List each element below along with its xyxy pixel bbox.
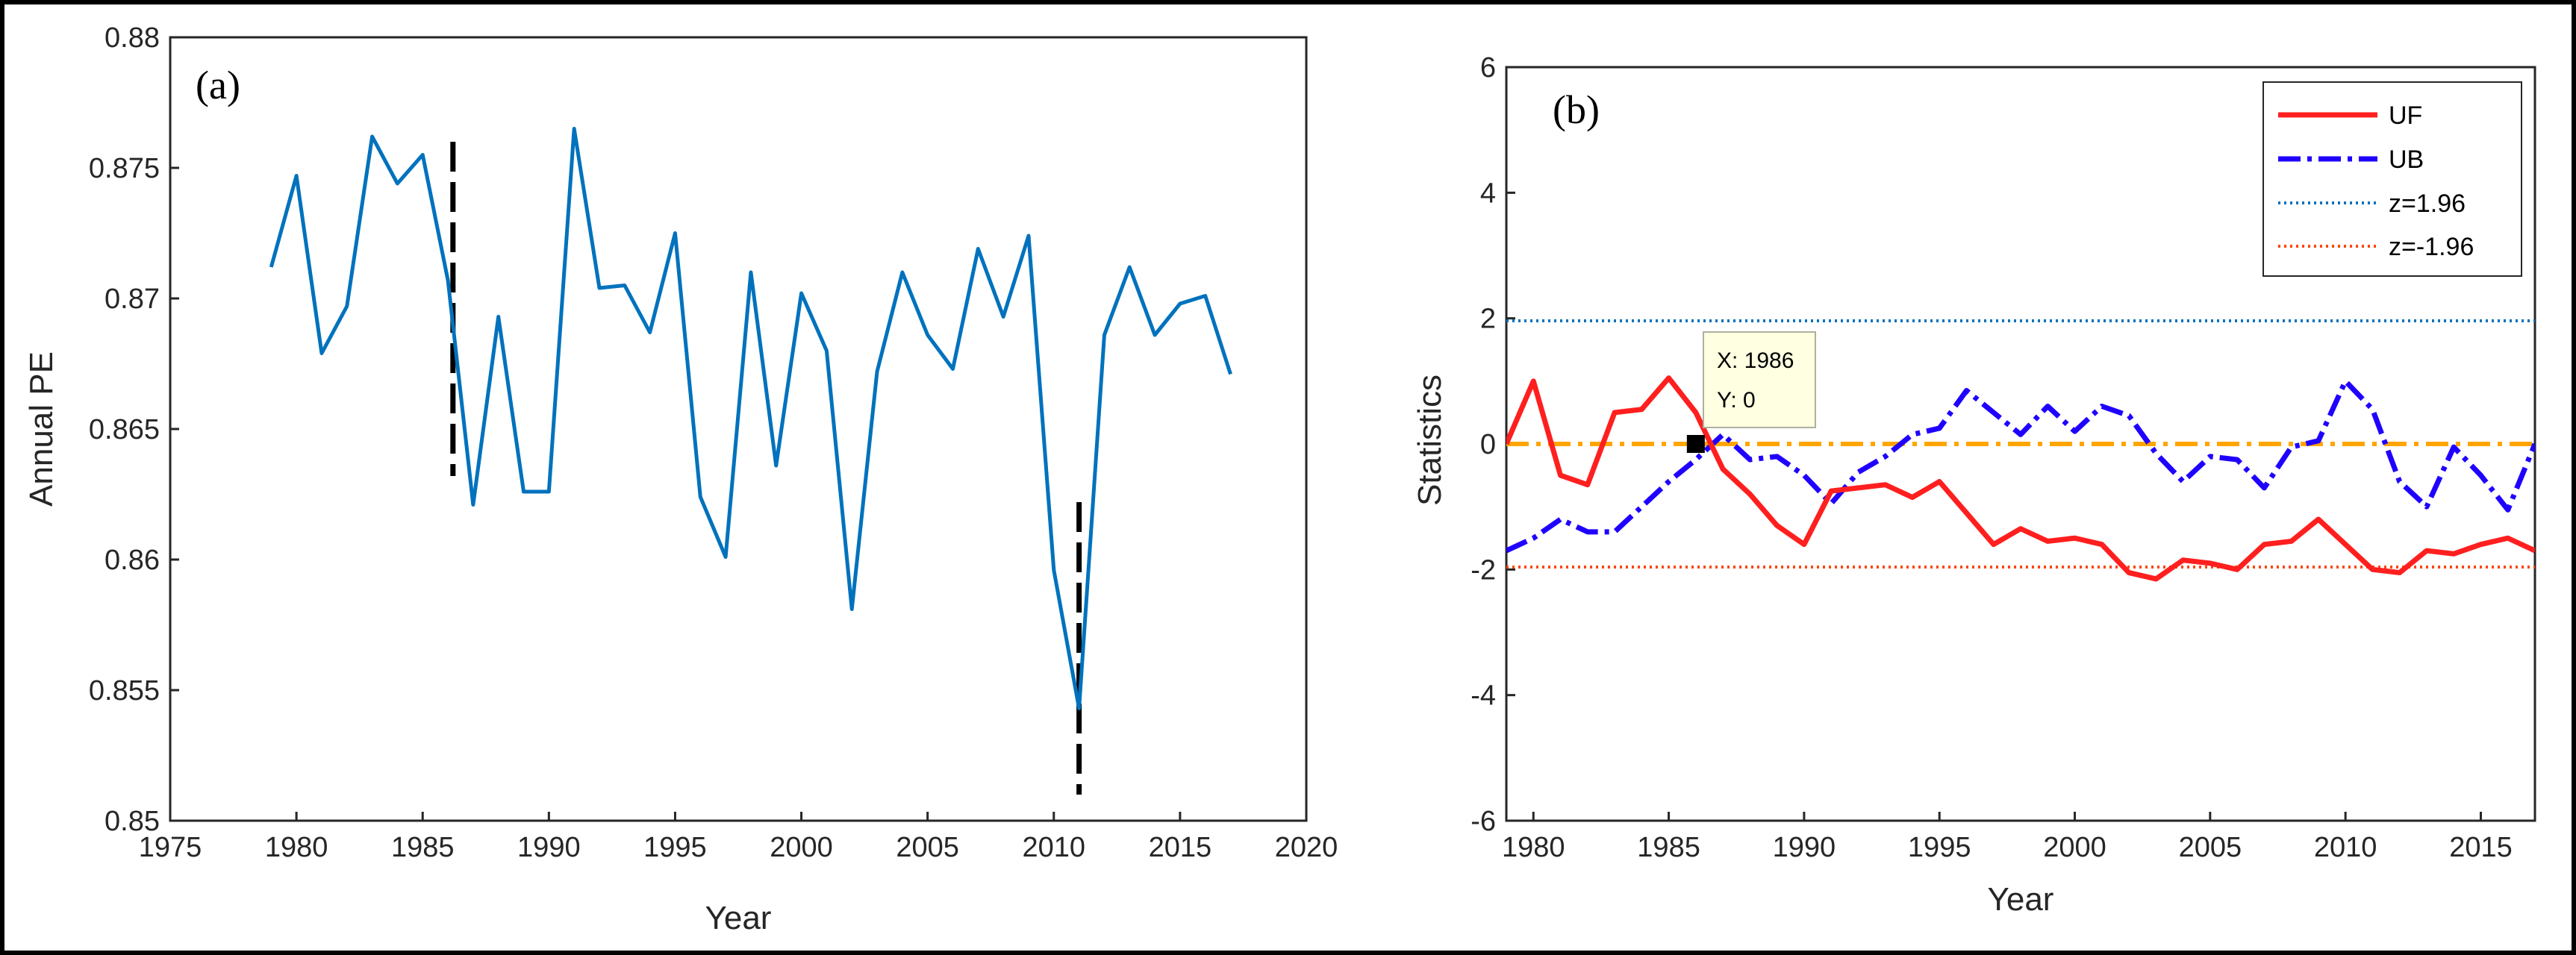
legend-label-z-neg: z=-1.96 bbox=[2389, 233, 2474, 261]
datatip-box bbox=[1703, 331, 1816, 428]
x-tick-label: 1980 bbox=[265, 832, 328, 863]
y-tick-label: -4 bbox=[1471, 680, 1496, 712]
panel-a-xlabel: Year bbox=[705, 900, 772, 936]
panel-b-label: (b) bbox=[1553, 87, 1600, 132]
y-tick-label: 0.875 bbox=[89, 153, 160, 184]
x-tick-label: 1985 bbox=[1637, 832, 1700, 863]
x-tick-label: 2005 bbox=[2179, 832, 2242, 863]
x-tick-label: 1980 bbox=[1502, 832, 1565, 863]
x-tick-label: 1990 bbox=[517, 832, 581, 863]
panel-b-xlabel: Year bbox=[1988, 881, 2054, 918]
y-tick-label: 0.86 bbox=[105, 545, 160, 576]
panel-a-label: (a) bbox=[196, 63, 240, 107]
datatip[interactable]: X: 1986 Y: 0 bbox=[1703, 331, 1816, 428]
legend-label-z-pos: z=1.96 bbox=[2389, 190, 2466, 218]
x-tick-label: 2015 bbox=[1149, 832, 1212, 863]
annual-pe-line bbox=[269, 127, 1232, 710]
y-tick-label: 0.855 bbox=[89, 675, 160, 707]
x-tick-label: 1985 bbox=[391, 832, 455, 863]
legend: UF UB z=1.96 z=-1.96 bbox=[2262, 81, 2522, 277]
panel-b-ticks: 1980 1985 1990 1995 2000 2005 2010 2015 -6 -4 -2 0 2… bbox=[1471, 52, 2513, 863]
x-tick-label: 2000 bbox=[770, 832, 833, 863]
panel-a: 1975 1980 1985 1990 1995 2000 2005 2010 2015 2020… bbox=[23, 22, 1338, 936]
y-tick-label: 0 bbox=[1480, 429, 1496, 460]
y-tick-label: 0.88 bbox=[105, 22, 160, 54]
x-tick-label: 2020 bbox=[1275, 832, 1338, 863]
y-tick-label: 0.85 bbox=[105, 806, 160, 837]
x-tick-label: 1990 bbox=[1773, 832, 1836, 863]
datatip-marker[interactable] bbox=[1686, 435, 1705, 453]
y-tick-label: 6 bbox=[1480, 52, 1496, 84]
panel-b-ylabel: Statistics bbox=[1412, 375, 1448, 506]
panel-a-marks bbox=[269, 127, 1232, 795]
panel-a-ticks: 1975 1980 1985 1990 1995 2000 2005 2010 2015 2020… bbox=[89, 22, 1338, 863]
y-tick-label: -6 bbox=[1471, 806, 1496, 837]
panel-b: 1980 1985 1990 1995 2000 2005 2010 2015 -6 -4 -2 0 2… bbox=[1412, 52, 2536, 918]
ub-line bbox=[1506, 378, 2535, 554]
legend-label-ub: UB bbox=[2389, 145, 2424, 174]
x-tick-label: 2015 bbox=[2449, 832, 2513, 863]
x-tick-label: 2000 bbox=[2043, 832, 2106, 863]
x-tick-label: 2010 bbox=[2314, 832, 2377, 863]
panel-a-ylabel: Annual PE bbox=[23, 351, 60, 507]
panel-b-marks bbox=[1506, 319, 2535, 582]
x-tick-label: 1995 bbox=[1908, 832, 1971, 863]
y-tick-label: 4 bbox=[1480, 178, 1496, 209]
x-tick-label: 2010 bbox=[1023, 832, 1086, 863]
y-tick-label: 2 bbox=[1480, 304, 1496, 335]
x-tick-label: 2005 bbox=[896, 832, 959, 863]
uf-line bbox=[1506, 375, 2535, 582]
datatip-y-text: Y: 0 bbox=[1717, 388, 1756, 413]
y-tick-label: -2 bbox=[1471, 554, 1496, 586]
y-tick-label: 0.865 bbox=[89, 414, 160, 445]
y-tick-label: 0.87 bbox=[105, 284, 160, 315]
legend-label-uf: UF bbox=[2389, 101, 2422, 130]
x-tick-label: 1975 bbox=[139, 832, 202, 863]
datatip-x-text: X: 1986 bbox=[1717, 348, 1794, 373]
x-tick-label: 1995 bbox=[643, 832, 707, 863]
